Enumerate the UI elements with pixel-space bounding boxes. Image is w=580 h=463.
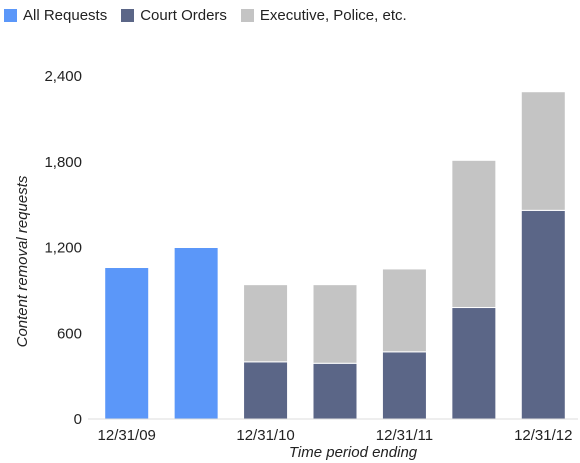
bar-executive-police-etc-6-30-11 bbox=[312, 284, 358, 364]
bar-executive-police-etc-12-31-10 bbox=[243, 284, 289, 363]
y-tick-label: 0 bbox=[74, 411, 82, 428]
bar-court-orders-6-30-12 bbox=[451, 307, 497, 420]
y-tick-label: 600 bbox=[57, 325, 82, 342]
legend-swatch bbox=[4, 8, 17, 22]
legend: All Requests Court Orders Executive, Polic… bbox=[4, 4, 421, 26]
bar-court-orders-12-31-11 bbox=[381, 351, 427, 420]
legend-label: All Requests bbox=[23, 6, 108, 24]
bar-court-orders-6-30-11 bbox=[312, 362, 358, 420]
bar-executive-police-etc-6-30-12 bbox=[451, 159, 497, 309]
legend-item-court-orders: Court Orders bbox=[121, 7, 227, 24]
bar-executive-police-etc-12-31-12 bbox=[520, 91, 566, 211]
legend-swatch bbox=[240, 8, 254, 22]
bar-court-orders-12-31-12 bbox=[520, 209, 566, 420]
x-axis-title: Time period ending bbox=[289, 444, 418, 461]
y-axis-title: Content removal requests bbox=[14, 175, 31, 347]
legend-item-all-requests: All Requests bbox=[4, 7, 107, 24]
bar-all-requests-6-30-10 bbox=[173, 247, 219, 420]
legend-label: Court Orders bbox=[140, 6, 227, 24]
x-tick-label: 12/31/11 bbox=[376, 427, 433, 444]
legend-label: Executive, Police, etc. bbox=[259, 6, 407, 24]
x-tick-label: 12/31/09 bbox=[98, 427, 156, 444]
legend-item-executive-police-etc: Executive, Police, etc. bbox=[240, 6, 407, 24]
x-tick-label: 12/31/12 bbox=[514, 427, 572, 444]
bar-executive-police-etc-12-31-11 bbox=[381, 268, 427, 353]
x-tick-label: 12/31/10 bbox=[236, 427, 294, 444]
y-tick-label: 2,400 bbox=[44, 68, 82, 85]
bar-court-orders-12-31-10 bbox=[243, 361, 289, 420]
legend-swatch bbox=[121, 8, 135, 22]
bar-all-requests-12-31-09 bbox=[104, 267, 150, 420]
y-tick-label: 1,800 bbox=[44, 154, 82, 171]
y-tick-label: 1,200 bbox=[44, 240, 82, 257]
